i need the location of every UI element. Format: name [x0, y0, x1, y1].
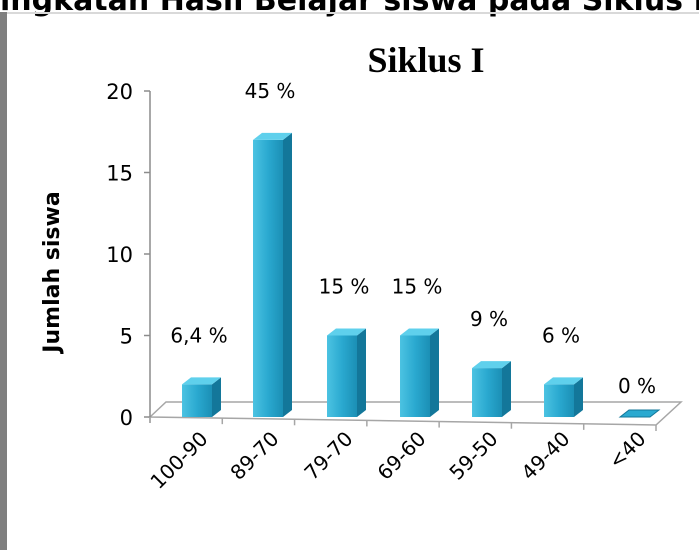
bar	[327, 328, 366, 417]
bar-top	[544, 377, 583, 385]
bar	[472, 361, 511, 417]
bar-side	[502, 361, 511, 417]
bar-front	[400, 335, 430, 417]
data-label: 15 %	[392, 275, 443, 299]
x-category-label: 89-70	[225, 427, 283, 485]
bar-top	[182, 377, 221, 385]
bar-top	[253, 132, 292, 140]
x-category-label: 59-50	[444, 427, 502, 485]
bar	[182, 377, 221, 417]
data-label: 6 %	[542, 323, 580, 347]
bar-side	[283, 132, 292, 417]
frame-left-border	[0, 12, 7, 550]
bars	[182, 132, 661, 418]
x-category-label: <40	[604, 427, 651, 474]
data-label: 0 %	[618, 374, 656, 398]
x-category-label: 49-40	[516, 427, 574, 485]
frame-top-border	[7, 12, 699, 14]
bar-front	[253, 139, 283, 417]
bar	[544, 377, 583, 417]
x-category-label: 69-60	[372, 427, 430, 485]
y-tick-label: 5	[120, 325, 133, 349]
x-category-label: 79-70	[299, 427, 357, 485]
bar-front	[472, 368, 502, 417]
bar-front	[182, 384, 212, 417]
data-label: 45 %	[245, 79, 296, 103]
bar-front	[327, 335, 357, 417]
y-tick-label: 10	[106, 243, 133, 267]
bar-side	[357, 328, 366, 417]
data-label: 6,4 %	[170, 323, 227, 347]
y-axis-title: Jumlah siswa	[40, 191, 65, 354]
data-labels: 6,4 % 100-90 45 % 89-70 15 % 79-70 15 % 69-60 9 …	[145, 79, 656, 494]
bar	[400, 328, 439, 417]
x-category-label: 100-90	[145, 427, 212, 494]
data-label: 15 %	[319, 275, 370, 299]
y-tick-label: 0	[120, 406, 133, 430]
bar-side	[430, 328, 439, 417]
bar-top	[400, 328, 439, 336]
bar-side	[212, 377, 221, 417]
bar-side	[574, 377, 583, 417]
bar-top	[472, 361, 511, 369]
bar-top	[618, 409, 661, 418]
bar	[253, 132, 292, 417]
bar-front	[544, 384, 574, 417]
data-label: 9 %	[470, 307, 508, 331]
chart-title: Siklus I	[367, 40, 484, 80]
bar-top	[327, 328, 366, 336]
bar	[618, 409, 661, 418]
y-tick-label: 20	[106, 80, 133, 104]
y-tick-label: 15	[106, 162, 133, 186]
